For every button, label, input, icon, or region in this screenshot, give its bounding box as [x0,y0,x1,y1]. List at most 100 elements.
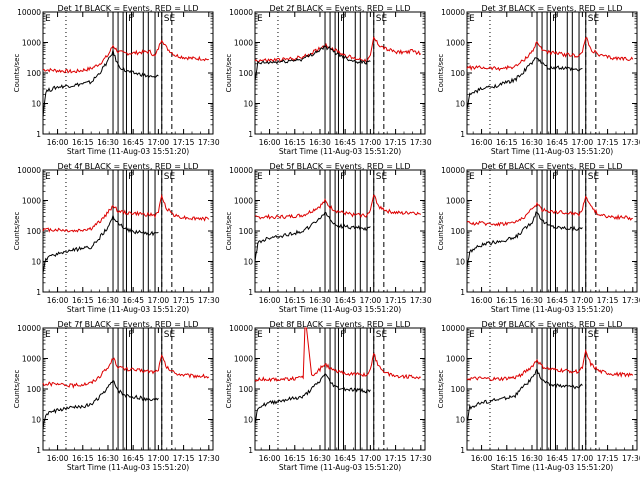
x-tick-label: 16:15 [284,454,306,463]
y-tick-label: 100 [451,227,466,236]
x-tick-label: 16:00 [47,296,69,305]
y-tick-label: 100 [27,227,42,236]
x-tick-label: 17:30 [410,454,432,463]
x-tick-label: 17:15 [385,296,407,305]
events-series-line [42,379,159,430]
y-tick-label: 10000 [17,166,41,175]
x-tick-label: 16:00 [259,454,281,463]
y-tick-label: 1000 [234,355,253,364]
x-tick-label: 16:45 [546,454,568,463]
x-tick-label: 17:30 [198,454,220,463]
y-tick-label: 10000 [441,166,465,175]
x-tick-label: 16:45 [122,138,144,147]
x-axis-label: Start Time (11-Aug-03 15:51:20) [279,463,401,472]
x-tick-label: 16:00 [259,296,281,305]
y-tick-label: 1000 [234,39,253,48]
x-tick-label: 16:15 [284,296,306,305]
x-tick-label: 16:15 [284,138,306,147]
y-tick-label: 100 [27,385,42,394]
x-tick-label: 16:00 [471,454,493,463]
marker-label: E [469,330,475,340]
events-series-line [466,211,583,269]
x-tick-label: 17:15 [385,138,407,147]
x-tick-label: 17:00 [148,454,170,463]
x-tick-label: 16:15 [496,454,518,463]
x-tick-label: 16:00 [47,454,69,463]
y-tick-label: 100 [239,227,254,236]
y-tick-label: 1 [36,130,41,139]
y-tick-label: 10 [31,258,41,267]
marker-label: E [257,14,263,24]
chart-title: Det 3f BLACK = Events, RED = LLD [481,4,622,13]
y-axis-label: Counts/sec [13,370,21,409]
lld-series-line [466,37,634,72]
y-tick-label: 1000 [234,197,253,206]
y-tick-label: 1000 [22,39,41,48]
events-series-line [254,45,371,81]
x-tick-label: 17:30 [410,138,432,147]
x-tick-label: 17:15 [173,296,195,305]
x-tick-label: 17:15 [173,454,195,463]
y-tick-label: 1 [248,130,253,139]
events-series-line [42,215,159,274]
y-axis-label: Counts/sec [225,212,233,251]
events-series-line [42,49,159,118]
marker-label: F [128,330,133,340]
plot-frame [466,169,638,293]
y-tick-label: 1 [248,446,253,455]
y-tick-label: 10 [243,100,253,109]
y-axis-label: Counts/sec [13,212,21,251]
chart-title: Det 5f BLACK = Events, RED = LLD [269,162,410,171]
chart-title: Det 9f BLACK = Events, RED = LLD [481,320,622,329]
marker-label: SE [164,14,176,24]
x-tick-label: 17:00 [148,138,170,147]
x-tick-label: 16:30 [521,296,543,305]
x-tick-label: 17:30 [622,296,640,305]
x-tick-label: 17:00 [360,138,382,147]
y-tick-label: 1 [36,446,41,455]
x-tick-label: 17:30 [198,138,220,147]
marker-label: E [45,172,51,182]
x-axis-label: Start Time (11-Aug-03 15:51:20) [67,463,189,472]
chart-title: Det 4f BLACK = Events, RED = LLD [57,162,198,171]
plot-frame [254,169,426,293]
marker-label: SE [376,330,388,340]
x-tick-label: 16:45 [334,138,356,147]
y-tick-label: 1000 [446,39,465,48]
plot-frame [42,169,214,293]
y-axis-label: Counts/sec [225,370,233,409]
x-tick-label: 16:45 [546,296,568,305]
x-tick-label: 16:45 [122,296,144,305]
y-tick-label: 1 [460,288,465,297]
x-tick-label: 16:30 [97,454,119,463]
x-tick-label: 17:00 [360,296,382,305]
x-axis-label: Start Time (11-Aug-03 15:51:20) [491,147,613,156]
x-tick-label: 16:30 [521,454,543,463]
x-tick-label: 17:00 [572,296,594,305]
y-tick-label: 10000 [441,324,465,333]
chart-title: Det 8f BLACK = Events, RED = LLD [269,320,410,329]
marker-label: F [128,14,133,24]
marker-label: F [552,14,557,24]
marker-label: F [552,172,557,182]
marker-label: E [45,330,51,340]
chart-title: Det 6f BLACK = Events, RED = LLD [481,162,622,171]
y-tick-label: 10 [31,100,41,109]
marker-label: E [469,172,475,182]
y-tick-label: 100 [451,69,466,78]
y-tick-label: 10 [455,100,465,109]
x-tick-label: 16:30 [521,138,543,147]
x-axis-label: Start Time (11-Aug-03 15:51:20) [279,147,401,156]
x-tick-label: 17:30 [622,454,640,463]
events-series-line [466,57,583,110]
events-series-line [254,372,371,425]
events-series-line [254,211,371,262]
plot-frame [466,11,638,135]
x-tick-label: 16:00 [259,138,281,147]
y-tick-label: 100 [239,385,254,394]
x-tick-label: 16:30 [309,454,331,463]
x-tick-label: 17:15 [597,454,619,463]
x-tick-label: 17:00 [360,454,382,463]
lld-series-line [254,36,422,63]
x-tick-label: 16:15 [496,138,518,147]
